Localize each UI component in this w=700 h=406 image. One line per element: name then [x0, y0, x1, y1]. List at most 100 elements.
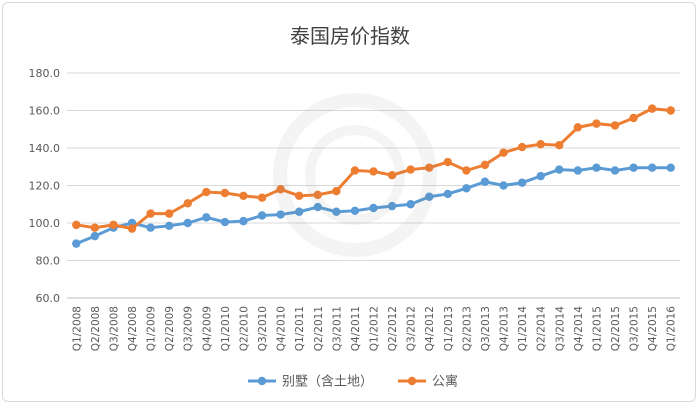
data-point — [499, 148, 508, 157]
x-tick-label: Q4/2011 — [350, 306, 362, 351]
y-tick-label: 180.0 — [29, 67, 61, 80]
data-point — [555, 140, 564, 150]
data-point — [313, 202, 322, 212]
data-point — [183, 199, 192, 208]
x-tick-label: Q1/2014 — [517, 306, 529, 352]
y-tick-label: 100.0 — [29, 217, 61, 230]
x-tick-label: Q3/2009 — [183, 306, 195, 351]
data-point — [666, 106, 675, 115]
data-point — [183, 218, 192, 228]
x-tick-label: Q4/2013 — [499, 306, 511, 351]
data-point — [109, 220, 118, 230]
data-point — [406, 200, 415, 209]
data-point — [164, 221, 174, 231]
x-tick-label: Q1/2011 — [294, 306, 306, 351]
x-tick-label: Q1/2015 — [591, 306, 603, 351]
data-point — [610, 121, 620, 130]
data-point — [629, 113, 638, 123]
data-point — [517, 178, 527, 187]
x-tick-label: Q4/2015 — [647, 306, 659, 351]
y-tick-label: 60.0 — [36, 292, 61, 305]
data-point — [387, 201, 397, 211]
y-tick-label: 140.0 — [29, 142, 61, 155]
data-point — [647, 104, 657, 113]
data-point — [387, 170, 397, 180]
x-tick-label: Q2/2011 — [313, 306, 325, 351]
data-point — [313, 190, 322, 200]
x-tick-label: Q3/2008 — [108, 306, 120, 351]
data-point — [555, 165, 564, 174]
x-tick-label: Q4/2010 — [276, 306, 288, 351]
data-point — [406, 165, 415, 174]
data-point — [573, 166, 583, 175]
x-tick-label: Q2/2014 — [536, 306, 548, 352]
x-tick-label: Q3/2013 — [480, 306, 492, 351]
data-point — [517, 142, 527, 152]
x-axis: Q1/2008 Q2/2008 Q3/2008 Q4/2008 Q1/2009 Q2/20… — [71, 306, 677, 352]
x-tick-label: Q1/2010 — [220, 306, 232, 351]
data-point — [647, 163, 657, 172]
x-tick-label: Q1/2012 — [369, 306, 381, 351]
data-point — [164, 209, 174, 218]
legend-swatch-marker — [257, 376, 267, 386]
x-tick-label: Q2/2013 — [461, 306, 473, 351]
chart-frame — [2, 2, 696, 402]
x-tick-label: Q3/2014 — [554, 306, 566, 352]
data-point — [146, 209, 155, 218]
data-point — [610, 166, 620, 175]
x-tick-label: Q4/2009 — [201, 306, 213, 351]
x-tick-label: Q2/2010 — [238, 306, 250, 351]
x-tick-label: Q1/2008 — [71, 306, 83, 351]
x-tick-label: Q3/2011 — [331, 306, 343, 351]
data-point — [257, 193, 267, 202]
data-point — [202, 213, 211, 222]
data-point — [480, 177, 490, 186]
data-point — [499, 181, 508, 190]
legend-label: 公寓 — [432, 374, 458, 390]
x-tick-label: Q4/2008 — [127, 306, 139, 351]
data-point — [425, 192, 434, 201]
y-tick-label: 80.0 — [36, 255, 61, 268]
data-point — [294, 207, 304, 216]
data-point — [276, 210, 285, 219]
data-point — [276, 185, 285, 194]
data-point — [462, 166, 471, 175]
x-tick-label: Q1/2013 — [443, 306, 455, 351]
data-point — [294, 191, 304, 201]
data-point — [480, 160, 490, 170]
y-tick-label: 160.0 — [29, 105, 61, 118]
data-point — [425, 163, 434, 172]
x-tick-label: Q4/2014 — [573, 306, 585, 352]
data-point — [72, 239, 81, 248]
data-point — [239, 191, 248, 201]
y-tick-label: 120.0 — [29, 180, 61, 193]
data-point — [369, 203, 378, 213]
x-tick-label: Q3/2012 — [406, 306, 418, 351]
data-point — [220, 188, 230, 198]
data-point — [127, 224, 137, 233]
x-tick-label: Q2/2015 — [610, 306, 622, 351]
data-point — [629, 163, 638, 172]
data-point — [592, 119, 601, 128]
data-point — [146, 223, 155, 232]
data-point — [573, 123, 583, 132]
data-point — [239, 216, 248, 226]
legend: 别墅（含土地） 公寓 — [248, 374, 458, 390]
data-point — [592, 163, 601, 172]
x-tick-label: Q1/2009 — [146, 306, 158, 351]
data-point — [332, 207, 341, 216]
grid-lines — [67, 72, 680, 299]
data-point — [443, 189, 453, 199]
data-point — [350, 206, 360, 216]
legend-label: 别墅（含土地） — [282, 374, 373, 390]
series-group — [72, 104, 675, 248]
x-tick-label: Q1/2016 — [666, 306, 678, 352]
x-tick-label: Q2/2009 — [164, 306, 176, 351]
data-point — [72, 220, 81, 230]
x-tick-label: Q2/2012 — [387, 306, 399, 351]
data-point — [350, 166, 360, 175]
x-tick-label: Q3/2010 — [257, 306, 269, 351]
data-point — [257, 211, 267, 220]
x-tick-label: Q3/2015 — [629, 306, 641, 351]
